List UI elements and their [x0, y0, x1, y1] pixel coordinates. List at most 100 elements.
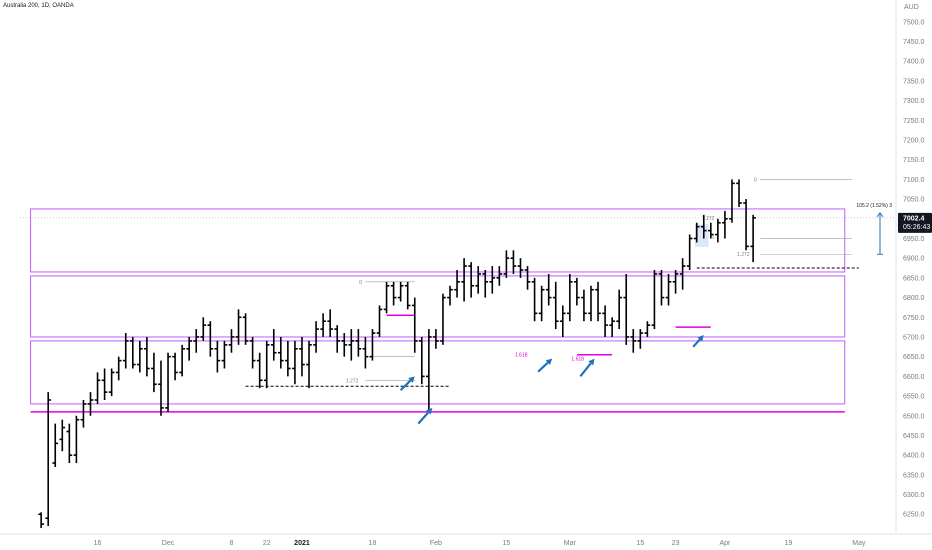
price-bar	[59, 419, 66, 452]
price-tick-label: 6700.0	[903, 334, 925, 341]
price-tick-label: 7100.0	[903, 177, 925, 184]
price-bar	[73, 415, 80, 464]
arrow-shaft	[692, 338, 701, 348]
arrow-head	[588, 358, 595, 366]
price-bar	[404, 281, 411, 310]
price-bar	[66, 423, 73, 464]
price-bar	[475, 266, 482, 294]
price-bar	[552, 281, 559, 330]
time-tick-label: Apr	[719, 540, 731, 547]
price-tick-label: 6600.0	[903, 374, 925, 381]
price-tag-bg	[898, 212, 932, 233]
price-bar	[355, 329, 362, 357]
price-bar	[179, 344, 185, 377]
price-bar	[80, 400, 87, 428]
price-bar	[595, 281, 601, 322]
bars-layer	[38, 179, 756, 529]
price-bar	[665, 273, 672, 306]
price-bar	[426, 329, 432, 412]
price-bar	[630, 329, 637, 353]
price-bar	[263, 340, 270, 389]
measure-tool: 105.2 (1.52%) 3	[856, 203, 892, 255]
price-bar	[144, 336, 150, 377]
arrow-head	[408, 376, 415, 383]
price-tick-label: 6800.0	[903, 295, 925, 302]
price-bar	[129, 336, 136, 369]
time-tick-label: 15	[636, 540, 644, 547]
fib-label-5: 1	[712, 235, 715, 241]
arrow-icon	[399, 376, 415, 391]
price-tick-label: 6850.0	[903, 275, 925, 282]
price-bar	[708, 222, 714, 239]
price-bar	[602, 305, 608, 337]
zone-box-2	[30, 340, 846, 405]
time-tick-label: 22	[263, 540, 271, 547]
fib-label-0: 0	[754, 177, 757, 183]
price-tick-label: 7200.0	[903, 138, 925, 145]
price-bar	[531, 277, 538, 322]
price-bar	[637, 329, 644, 349]
price-bar	[341, 333, 348, 357]
price-bar	[672, 270, 679, 294]
time-tick-label: 16	[94, 540, 102, 547]
time-tick-label: 8	[230, 540, 234, 547]
fib-label-4: 1.272	[702, 216, 715, 222]
fib-label-3: 1.272	[346, 378, 359, 384]
price-tags: 7002.4 05:26:43	[20, 212, 932, 233]
time-tick-label: 19	[784, 540, 792, 547]
price-bar	[658, 270, 665, 306]
price-bar	[524, 266, 531, 290]
arrow-shaft	[399, 379, 412, 391]
price-bar	[137, 340, 143, 373]
price-bar	[517, 258, 524, 278]
price-bar	[52, 423, 59, 467]
price-bar	[729, 179, 735, 223]
price-bar	[285, 340, 291, 377]
arrow-icon	[417, 407, 433, 425]
price-bar	[693, 222, 700, 243]
zone-box-1	[30, 275, 846, 338]
price-tag-countdown: 05:26:43	[903, 224, 930, 231]
arrow-icon	[537, 358, 553, 373]
price-bar	[249, 336, 256, 369]
price-bar	[306, 340, 312, 389]
price-bar	[390, 281, 397, 306]
price-bar	[510, 250, 517, 274]
zone-box-0	[30, 208, 846, 273]
price-bar	[616, 289, 622, 330]
price-bar	[122, 333, 129, 369]
price-bar	[207, 321, 214, 357]
time-tick-label: 2021	[294, 540, 310, 547]
price-bar	[383, 281, 390, 314]
price-bar	[348, 329, 355, 361]
price-bar	[461, 258, 467, 302]
price-bar	[433, 329, 439, 349]
price-bar	[115, 356, 122, 381]
time-tick-label: May	[852, 540, 866, 547]
time-tick-label: 23	[672, 540, 680, 547]
price-bar	[369, 329, 376, 361]
arrow-icon	[692, 335, 704, 348]
overlays-layer: 105.2 (1.52%) 3	[399, 203, 892, 425]
price-tick-label: 6900.0	[903, 256, 925, 263]
price-bar	[503, 250, 510, 278]
price-bar	[722, 210, 728, 239]
price-bar	[651, 270, 658, 330]
fib-label-2: 0	[359, 280, 362, 286]
price-bar	[686, 234, 693, 270]
price-bar	[715, 218, 721, 243]
arrow-shaft	[537, 361, 549, 373]
lines-layer: 0 1.272 0 1.272 1.272 1 1.618 1.618	[30, 177, 859, 413]
price-bar	[489, 266, 496, 294]
price-bar	[743, 199, 749, 251]
price-bar	[228, 329, 235, 353]
price-bar	[623, 273, 630, 345]
price-bar	[221, 340, 228, 369]
measure-arrowhead	[876, 212, 884, 218]
price-bar	[581, 289, 587, 322]
price-bar	[545, 273, 552, 306]
price-tick-label: 6350.0	[903, 472, 925, 479]
price-bar	[327, 309, 333, 337]
price-bar	[94, 372, 101, 404]
